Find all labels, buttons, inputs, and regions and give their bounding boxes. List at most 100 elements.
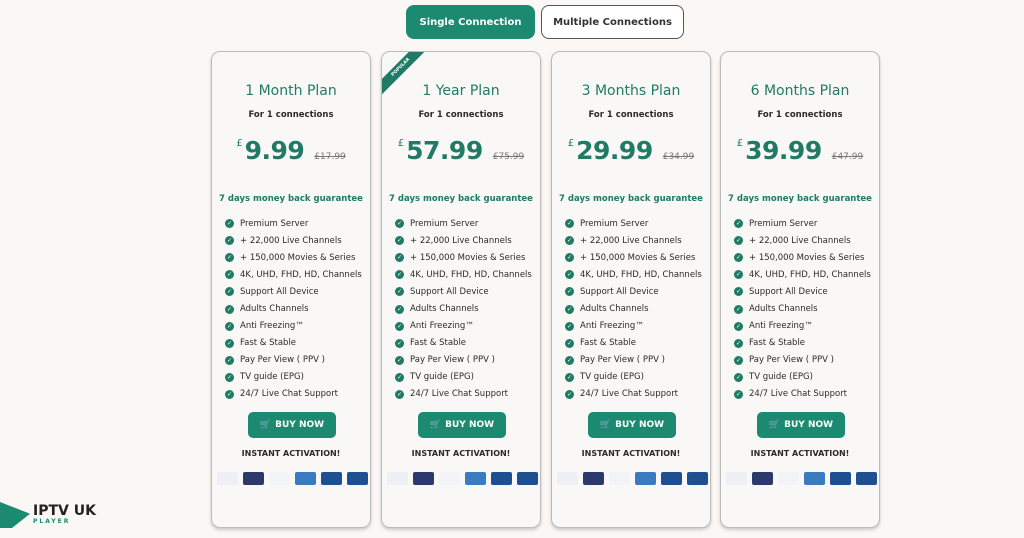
- plan-connections: For 1 connections: [418, 110, 504, 120]
- feature-item: ✓ + 150,000 Movies & Series: [225, 249, 362, 266]
- payment-icon-amex: [465, 472, 486, 485]
- guarantee-text: 7 days money back guarantee: [728, 194, 872, 204]
- check-icon: ✓: [565, 338, 574, 348]
- check-icon: ✓: [395, 372, 404, 382]
- check-icon: ✓: [734, 253, 743, 263]
- feature-item: ✓ Fast & Stable: [734, 335, 871, 352]
- payment-icon-visa: [557, 472, 578, 485]
- check-icon: ✓: [225, 253, 234, 263]
- feature-item: ✓ 24/7 Live Chat Support: [565, 386, 702, 403]
- payment-icon-maestro: [347, 472, 368, 485]
- payment-icon-paypal: [778, 472, 799, 485]
- feature-item: ✓ Fast & Stable: [225, 335, 362, 352]
- feature-item: ✓ Adults Channels: [734, 300, 871, 317]
- check-icon: ✓: [395, 321, 404, 331]
- feature-label: Support All Device: [410, 286, 489, 297]
- buy-now-button[interactable]: 🛒 BUY NOW: [418, 412, 506, 438]
- feature-item: ✓ Anti Freezing™: [395, 318, 532, 335]
- plan-price: £29.99 £34.99: [552, 136, 710, 165]
- price-amount: 57.99: [406, 136, 483, 165]
- check-icon: ✓: [734, 321, 743, 331]
- check-icon: ✓: [395, 355, 404, 365]
- feature-item: ✓ Fast & Stable: [565, 335, 702, 352]
- instant-activation: INSTANT ACTIVATION!: [750, 449, 850, 458]
- check-icon: ✓: [734, 372, 743, 382]
- check-icon: ✓: [565, 253, 574, 263]
- feature-item: ✓ + 150,000 Movies & Series: [734, 249, 871, 266]
- plan-title: 3 Months Plan: [581, 83, 681, 99]
- payment-icon-visa-electron: [491, 472, 512, 485]
- buy-now-button[interactable]: 🛒 BUY NOW: [588, 412, 676, 438]
- payment-icon-visa-electron: [830, 472, 851, 485]
- feature-item: ✓ + 150,000 Movies & Series: [565, 249, 702, 266]
- feature-item: ✓ Adults Channels: [565, 300, 702, 317]
- plan-title: 1 Year Plan: [422, 83, 500, 99]
- check-icon: ✓: [395, 253, 404, 263]
- feature-item: ✓ 24/7 Live Chat Support: [395, 386, 532, 403]
- price-amount: 39.99: [745, 136, 822, 165]
- feature-item: ✓ 4K, UHD, FHD, HD, Channels: [565, 266, 702, 283]
- feature-label: Premium Server: [240, 218, 309, 229]
- check-icon: ✓: [395, 219, 404, 229]
- feature-item: ✓ Premium Server: [734, 215, 871, 232]
- logo[interactable]: IPTV UK PLAYER: [0, 502, 96, 528]
- feature-label: 4K, UHD, FHD, HD, Channels: [749, 269, 871, 280]
- buy-now-button[interactable]: 🛒 BUY NOW: [248, 412, 336, 438]
- feature-label: Premium Server: [580, 218, 649, 229]
- feature-item: ✓ TV guide (EPG): [565, 369, 702, 386]
- tab-multiple-connections[interactable]: Multiple Connections: [541, 5, 684, 39]
- guarantee-text: 7 days money back guarantee: [559, 194, 703, 204]
- feature-label: Premium Server: [749, 218, 818, 229]
- payment-icon-mastercard: [413, 472, 434, 485]
- logo-name: IPTV UK: [33, 503, 96, 519]
- check-icon: ✓: [395, 338, 404, 348]
- check-icon: ✓: [225, 287, 234, 297]
- payment-icon-visa-electron: [661, 472, 682, 485]
- feature-label: Anti Freezing™: [749, 321, 813, 332]
- check-icon: ✓: [225, 389, 234, 399]
- check-icon: ✓: [565, 236, 574, 246]
- feature-item: ✓ Support All Device: [225, 283, 362, 300]
- instant-activation: INSTANT ACTIVATION!: [581, 449, 681, 458]
- feature-item: ✓ Premium Server: [225, 215, 362, 232]
- feature-item: ✓ + 22,000 Live Channels: [734, 232, 871, 249]
- old-price: £17.99: [314, 152, 346, 162]
- feature-label: + 22,000 Live Channels: [749, 235, 851, 246]
- feature-label: + 150,000 Movies & Series: [749, 252, 865, 263]
- currency-symbol: £: [397, 138, 405, 149]
- feature-label: + 150,000 Movies & Series: [580, 252, 696, 263]
- old-price: £47.99: [831, 152, 864, 162]
- feature-item: ✓ Adults Channels: [395, 300, 532, 317]
- feature-label: Fast & Stable: [240, 338, 297, 349]
- feature-label: Anti Freezing™: [580, 321, 644, 332]
- plan-connections: For 1 connections: [588, 110, 674, 120]
- feature-label: 4K, UHD, FHD, HD, Channels: [580, 269, 702, 280]
- feature-label: Adults Channels: [240, 304, 309, 315]
- payment-icon-amex: [804, 472, 825, 485]
- feature-label: Pay Per View ( PPV ): [240, 355, 325, 366]
- feature-label: Adults Channels: [749, 304, 818, 315]
- check-icon: ✓: [734, 304, 743, 314]
- feature-label: Pay Per View ( PPV ): [580, 355, 665, 366]
- feature-label: + 150,000 Movies & Series: [410, 252, 526, 263]
- plan-price: £9.99 £17.99: [212, 136, 370, 165]
- feature-item: ✓ 24/7 Live Chat Support: [225, 386, 362, 403]
- feature-item: ✓ + 22,000 Live Channels: [395, 232, 532, 249]
- feature-label: 24/7 Live Chat Support: [410, 389, 509, 400]
- plan-card: 1 Month Plan For 1 connections £9.99 £17.…: [211, 51, 371, 528]
- feature-item: ✓ Premium Server: [395, 215, 532, 232]
- currency-symbol: £: [736, 138, 744, 149]
- feature-label: Support All Device: [580, 286, 659, 297]
- old-price: £75.99: [492, 152, 525, 162]
- check-icon: ✓: [565, 355, 574, 365]
- check-icon: ✓: [225, 270, 234, 280]
- payment-methods: [557, 472, 708, 485]
- feature-label: Fast & Stable: [749, 338, 806, 349]
- cart-icon: 🛒: [768, 420, 781, 430]
- buy-now-button[interactable]: 🛒 BUY NOW: [757, 412, 845, 438]
- plan-price: £39.99 £47.99: [721, 136, 879, 165]
- plan-card: 6 Months Plan For 1 connections £39.99 £4…: [720, 51, 880, 528]
- plan-title: 6 Months Plan: [750, 83, 850, 99]
- payment-icon-mastercard: [243, 472, 264, 485]
- tab-single-connection[interactable]: Single Connection: [406, 5, 535, 39]
